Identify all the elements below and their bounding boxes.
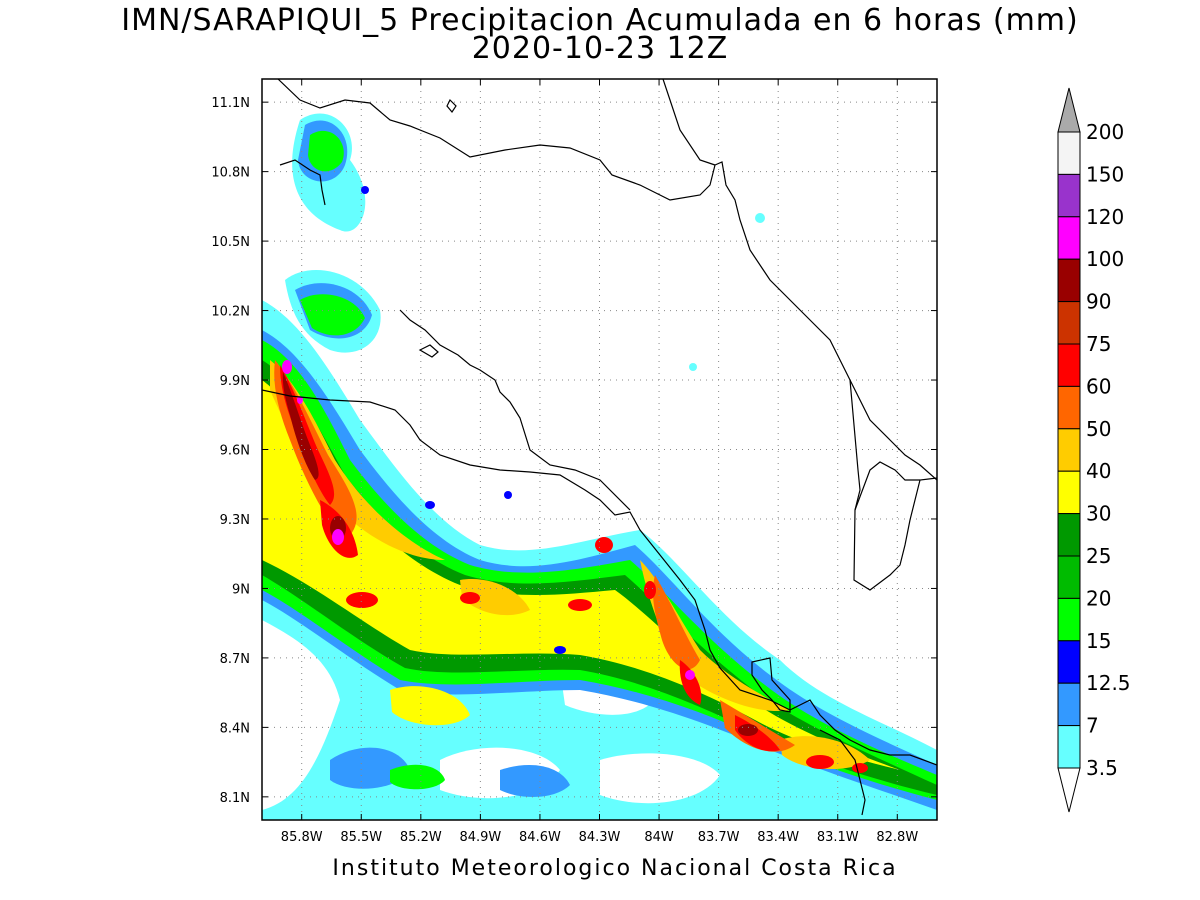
- colorbar-swatch: [1057, 258, 1081, 303]
- x-tick-label: 82.8W: [876, 830, 918, 845]
- precip-band-20: [262, 130, 937, 800]
- colorbar-label: 7: [1086, 714, 1099, 738]
- y-tick-label: 9.3N: [220, 513, 250, 528]
- precip-band-120: [282, 360, 695, 680]
- colorbar-label: 25: [1086, 544, 1111, 568]
- x-tick-label: 84.3W: [579, 830, 621, 845]
- colorbar-label: 75: [1086, 332, 1111, 356]
- x-tick-label: 83.1W: [817, 830, 859, 845]
- colorbar-label: 60: [1086, 374, 1111, 398]
- colorbar-label: 150: [1086, 162, 1124, 186]
- colorbar-label: 90: [1086, 290, 1111, 314]
- colorbar-label: 200: [1086, 120, 1124, 144]
- colorbar-label: 12.5: [1086, 671, 1131, 695]
- x-tick-label: 85.8W: [281, 830, 323, 845]
- y-tick-label: 9.9N: [220, 374, 250, 389]
- y-tick-label: 10.2N: [211, 305, 250, 320]
- map-panel: 85.8W 85.5W 85.2W 84.9W 84.6W 84.3W 84W 83.7W 83…: [211, 78, 938, 845]
- precip-band-12-5: [361, 186, 566, 654]
- precipitation-field: [262, 113, 937, 820]
- colorbar-top-arrow: [1057, 87, 1081, 133]
- colorbar-swatch: [1057, 343, 1081, 387]
- colorbar-label: 3.5: [1086, 756, 1118, 780]
- y-tick-label: 9.6N: [220, 444, 250, 459]
- y-tick-label: 9N: [232, 582, 250, 597]
- y-tick-label: 10.5N: [211, 235, 250, 250]
- colorbar-swatch: [1057, 470, 1081, 515]
- colorbar-label: 15: [1086, 629, 1111, 653]
- colorbar-label: 120: [1086, 205, 1124, 229]
- colorbar-swatch: [1057, 640, 1081, 684]
- colorbar-label: 100: [1086, 247, 1124, 271]
- colorbar: 200 150 120 100 90 75 60 50 40 30 25 20 15 12.5 7 3.5: [1057, 87, 1131, 813]
- coastline: [262, 79, 937, 816]
- colorbar-swatch: [1057, 131, 1081, 175]
- colorbar-swatch: [1057, 513, 1081, 557]
- footer-credit: Instituto Meteorologico Nacional Costa R…: [332, 856, 898, 881]
- colorbar-label: 20: [1086, 586, 1111, 610]
- colorbar-swatch: [1057, 597, 1081, 642]
- colorbar-swatch: [1057, 682, 1081, 727]
- y-tick-label: 8.1N: [220, 791, 250, 806]
- y-tick-label: 11.1N: [211, 96, 250, 111]
- colorbar-swatch: [1057, 555, 1081, 599]
- colorbar-label: 50: [1086, 417, 1111, 441]
- colorbar-swatch: [1057, 301, 1081, 345]
- x-tick-label: 85.2W: [400, 830, 442, 845]
- x-tick-label: 85.5W: [340, 830, 382, 845]
- longitude-axis: 85.8W 85.5W 85.2W 84.9W 84.6W 84.3W 84W 83.7W 83…: [281, 79, 918, 845]
- x-tick-label: 83.7W: [698, 830, 740, 845]
- x-tick-label: 84W: [644, 830, 674, 845]
- colorbar-swatch: [1057, 428, 1081, 472]
- y-tick-label: 10.8N: [211, 166, 250, 181]
- x-tick-label: 84.6W: [519, 830, 561, 845]
- map-date-subtitle: 2020-10-23 12Z: [471, 31, 729, 66]
- colorbar-swatch: [1057, 385, 1081, 430]
- colorbar-swatch: [1057, 173, 1081, 218]
- colorbar-swatch: [1057, 725, 1081, 769]
- x-tick-label: 83.4W: [757, 830, 799, 845]
- latitude-axis: 11.1N 10.8N 10.5N 10.2N 9.9N 9.6N 9.3N 9N 8.7N 8.…: [211, 96, 937, 806]
- colorbar-bottom-arrow: [1057, 767, 1081, 813]
- colorbar-label: 40: [1086, 459, 1111, 483]
- colorbar-swatch: [1057, 216, 1081, 260]
- y-tick-label: 8.4N: [220, 721, 250, 736]
- colorbar-label: 30: [1086, 502, 1111, 526]
- x-tick-label: 84.9W: [459, 830, 501, 845]
- map-title: IMN/SARAPIQUI_5 Precipitacion Acumulada …: [121, 3, 1079, 38]
- y-tick-label: 8.7N: [220, 652, 250, 667]
